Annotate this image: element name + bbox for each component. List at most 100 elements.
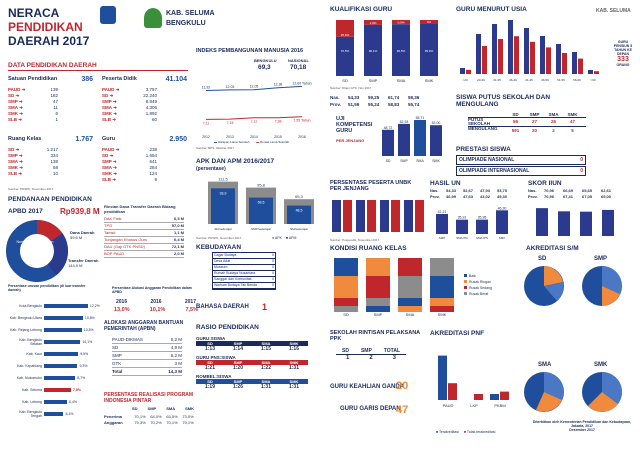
skor-cell: 65,65 <box>582 188 593 193</box>
kualifikasi-top-label: 25,6% <box>341 33 350 37</box>
putus-title: SISWA PUTUS SEKOLAH DAN MENGULANG <box>456 94 551 108</box>
skor-cell: 62,61 <box>601 188 612 193</box>
ipm-nas-val: 70,18 <box>290 64 307 71</box>
kab-ranking-list: Kota Bengkulu 12,2% Kab. Bengkulu Utara 10,… <box>8 300 103 420</box>
akr-smk-label: SMK <box>594 362 608 368</box>
kab-bar <box>44 328 82 332</box>
skor-title: SKOR IIUN <box>528 180 562 187</box>
list-item: SMP ➜ 334 <box>8 153 58 159</box>
data-pendidikan-title: DATA PENDIDIKAN DAERAH <box>8 62 97 69</box>
list-item-value: 11 <box>53 105 58 110</box>
kondisi-segment <box>430 276 454 298</box>
hasil-value: 35,91 <box>458 216 467 220</box>
uji-kompetensi-title: UJI KOMPETENSI GURU <box>336 116 373 134</box>
ukg-category: SD <box>386 159 391 163</box>
kab-bar <box>44 352 79 356</box>
kondisi-segment <box>334 298 358 306</box>
ipm-rata-label: 7,37 <box>251 120 258 124</box>
kab-label: Kab. Mukomuko <box>16 376 42 380</box>
hasil-cell: 52,67 <box>463 188 474 193</box>
usia-bar-b <box>498 39 503 74</box>
usia-bar-a <box>460 68 465 74</box>
apk-title: APK DAN APM 2016/2017 <box>196 158 275 165</box>
unbk-bar <box>415 200 424 232</box>
akreditasi-sm-title: AKREDITASI S/M <box>526 245 579 252</box>
ipm-rata-line <box>205 116 303 120</box>
apbd-value: Rp939,8 M <box>60 207 100 216</box>
list-item-label: SLB ➜ <box>8 171 23 176</box>
hasil-cell: 53,75 <box>497 188 508 193</box>
keahlian-value: 20 <box>396 380 409 392</box>
ukg-bar <box>414 120 426 156</box>
bantuan-label: SD <box>112 345 119 350</box>
rasio-group-label: GURU:SISWA <box>196 336 226 341</box>
un-score-table: Nas. 54,33 59,25 61,74 58,36 Prov. 51,59 55,24 5… <box>330 94 448 108</box>
peserta-label: Peserta Didik <box>102 76 137 82</box>
usia-label: >60 <box>590 78 595 82</box>
list-item: SMA ➜ 11 <box>8 105 58 111</box>
list-item-label: SMA ➜ <box>8 159 23 164</box>
kab-label: Kab. Bengkulu Utara <box>9 316 42 320</box>
kemendikbud-logo <box>100 6 116 24</box>
list-item: SMK ➜ 1.892 <box>102 111 157 117</box>
list-item-value: 1.217 <box>46 147 58 152</box>
prestasi-row: OLIMPIADE NASIONAL 0 <box>456 155 586 165</box>
ukg-value: 52,00 <box>432 121 441 125</box>
apm-bar <box>287 205 311 224</box>
kab-label: Kab. Kepahiang <box>17 364 42 368</box>
list-item-value: 47 <box>52 99 58 104</box>
list-item: SLB ➜ 10 <box>8 171 58 177</box>
hasil-value: 42,21 <box>438 210 447 214</box>
ipm-line-chart: 11,92 12,03 12,05 12,38 12,60 Tahun 7,11 7,15 7… <box>202 81 312 139</box>
kualifikasi-top-bar <box>336 20 354 37</box>
ruang-total: 1.767 <box>75 136 93 143</box>
kebudayaan-row: Desa Adat 0 <box>213 259 275 265</box>
pip-col-sd: SD <box>132 406 138 411</box>
list-item-label: SMK ➜ <box>8 165 24 170</box>
peserta-total: 41.104 <box>165 76 187 83</box>
bahasa-val: 1 <box>262 302 268 312</box>
pnf-legend-akr: Terakreditasi <box>439 430 459 434</box>
ipm-rata-label: 7,38 <box>275 120 282 124</box>
list-item-value: 68 <box>52 165 58 170</box>
ipm-harapan-label: 12,38 <box>274 83 283 87</box>
kebudayaan-label: Museum <box>214 265 228 269</box>
donut-center-label: Non Urusan Pendidikan <box>16 240 54 244</box>
list-item-value: 1.892 <box>145 111 157 116</box>
rasio-value: 1:31 <box>288 384 299 390</box>
usia-bar-a <box>508 20 513 74</box>
akr-sma-pie <box>524 372 564 412</box>
rasio-value: 1:26 <box>232 384 243 390</box>
putus-value: 56 <box>512 119 518 124</box>
satuan-total: 386 <box>81 76 93 83</box>
kondisi-segment <box>398 258 422 276</box>
unbk-bar <box>380 200 389 232</box>
bantuan-label: Total <box>112 369 123 374</box>
apk-value-label: 111,5 <box>218 177 228 182</box>
kondisi-category: SMP <box>374 312 383 317</box>
un-cell: 55,24 <box>368 102 380 107</box>
pip-value: 73,0% <box>182 414 194 419</box>
kondisi-legend-label: Rusak Berat <box>469 292 488 296</box>
list-item: SD ➜ 182 <box>8 93 58 99</box>
ipm-rata-label: 7,15 <box>227 121 234 125</box>
kondisi-segment <box>398 306 422 312</box>
rasio-value: 1:14 <box>232 346 243 352</box>
usia-bar-a <box>492 24 497 74</box>
putus-value: 27 <box>531 119 537 124</box>
rintisan-val-sd: 1 <box>345 355 350 361</box>
kab-label: Kota Bengkulu <box>19 304 42 308</box>
kebudayaan-row: Rumah Budaya Nusantara 0 <box>213 271 275 277</box>
ipm-kab-label: BENGKULU <box>254 58 277 63</box>
kab-value: 6,4% <box>69 400 78 404</box>
kualifikasi-top-label: 0% <box>427 20 432 24</box>
usia-bar-chart: <20 20-30 31-35 36-40 41-45 46-50 51-55 56-60 >6… <box>460 20 599 82</box>
pnf-title: AKREDITASI PNF <box>430 330 485 337</box>
satuan-block: Satuan Pendidikan 386 PAUD ➜ 139 SD ➜ 182 SMP… <box>8 76 93 123</box>
list-item-value: 60 <box>151 117 157 122</box>
kab-bar <box>44 316 83 320</box>
rincian-value: 57,0 M <box>171 223 184 228</box>
hasil-category: SMA IPS <box>476 236 488 240</box>
list-item: SD ➜ 1.217 <box>8 147 58 153</box>
un-cell: 58,36 <box>408 95 420 100</box>
